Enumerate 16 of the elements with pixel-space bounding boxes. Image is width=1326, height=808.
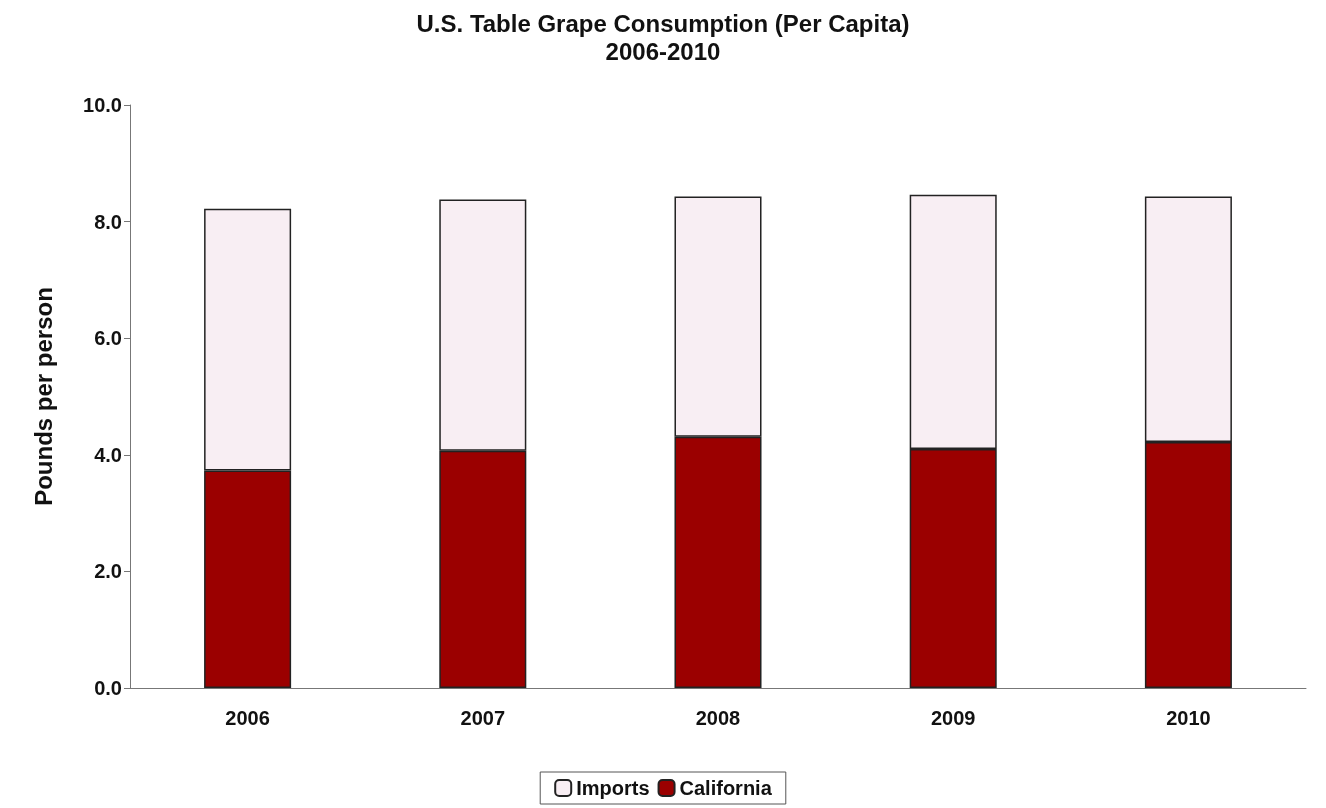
legend-label: California bbox=[679, 777, 773, 799]
y-tick-label: 6.0 bbox=[94, 327, 122, 350]
legend-label: Imports bbox=[576, 777, 650, 799]
y-axis-title: Pounds per person bbox=[29, 287, 57, 506]
x-tick-label: 2007 bbox=[460, 707, 506, 729]
y-tick-label: 8.0 bbox=[94, 210, 122, 233]
x-tick-label: 2009 bbox=[930, 707, 976, 729]
x-tick-label: 2006 bbox=[225, 707, 270, 729]
y-tick-label: 10.0 bbox=[83, 94, 122, 116]
chart-title: U.S. Table Grape Consumption (Per Capita) bbox=[416, 9, 910, 37]
y-tick-label: 2.0 bbox=[94, 560, 122, 583]
y-tick-label: 4.0 bbox=[94, 443, 122, 466]
chart-subtitle: 2006-2010 bbox=[605, 37, 721, 65]
x-tick-label: 2010 bbox=[1166, 707, 1211, 729]
x-tick-label: 2008 bbox=[695, 707, 741, 729]
y-tick-label: 0.0 bbox=[94, 677, 122, 699]
